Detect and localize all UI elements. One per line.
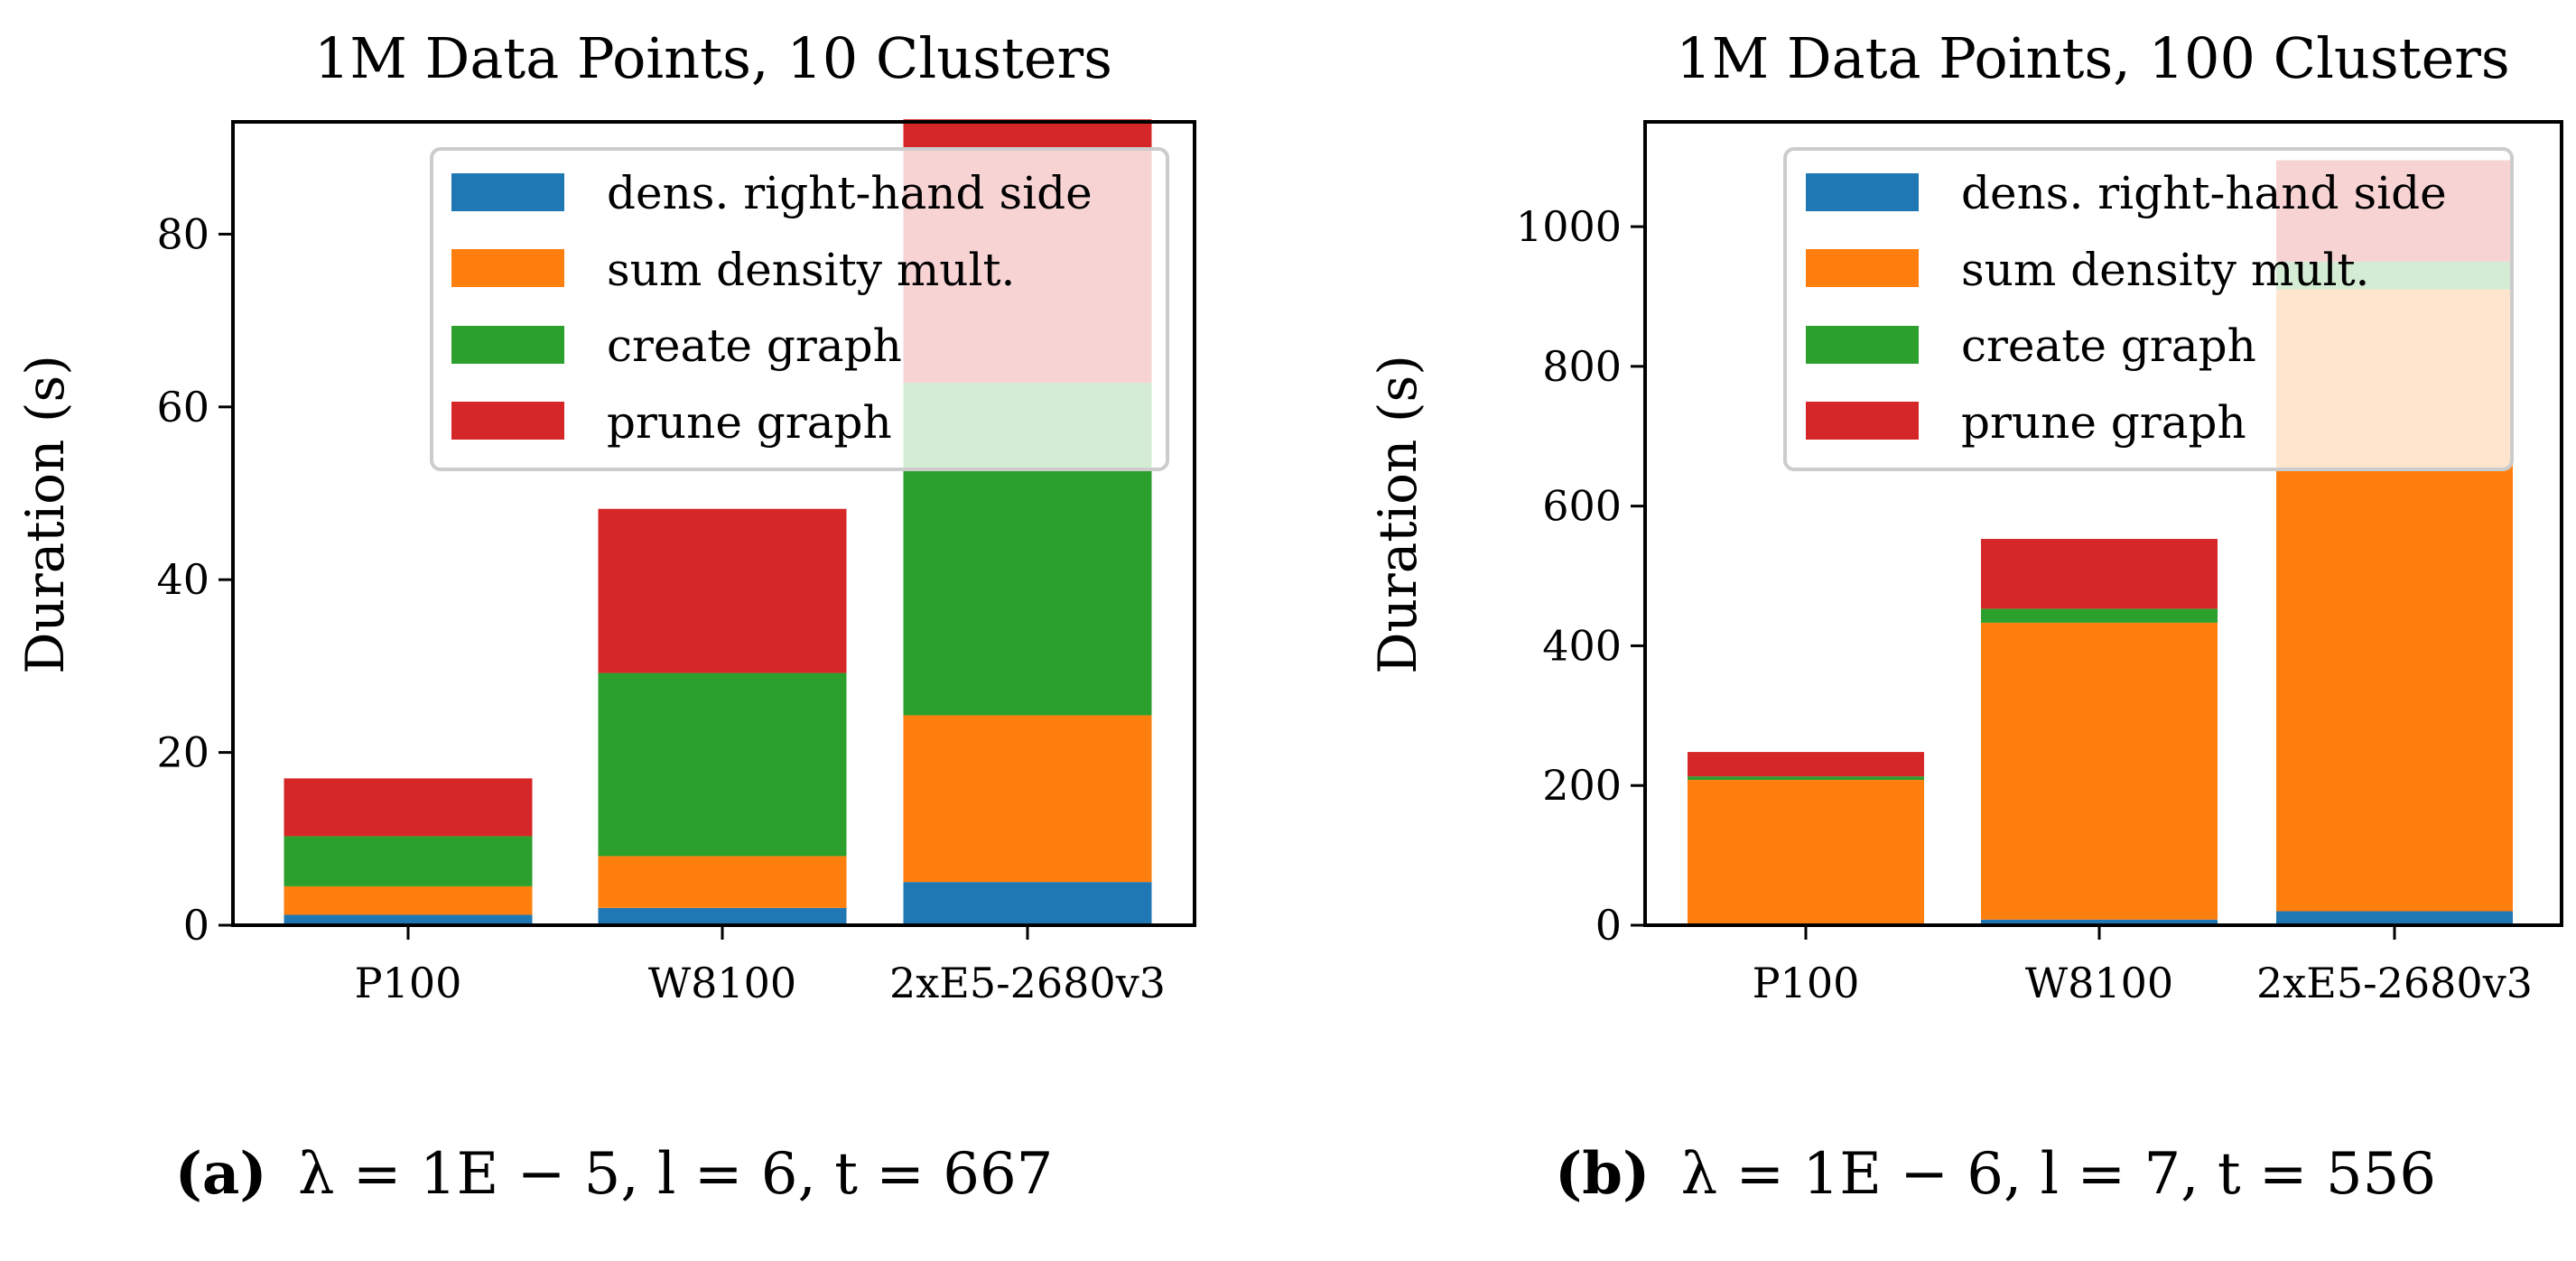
bar-segment-dens-rhs (903, 882, 1152, 925)
plot-frame (231, 120, 1196, 927)
legend-swatch-create-graph (1806, 326, 1919, 364)
legend: dens. right-hand side sum density mult. … (1783, 147, 2514, 471)
legend-label-sum-density: sum density mult. (1961, 244, 2369, 296)
bar-segment-sum-density (1981, 622, 2218, 920)
caption-label: (b) (1555, 1140, 1650, 1208)
caption-text: λ = 1E − 6, l = 7, t = 556 (1681, 1141, 2436, 1208)
legend-label-dens-rhs: dens. right-hand side (607, 167, 1093, 219)
bar-segment-sum-density (284, 885, 533, 915)
y-tick-label: 1000 (1516, 202, 1622, 251)
x-tick-label: W8100 (648, 959, 796, 1007)
legend-swatch-dens-rhs (1806, 173, 1919, 211)
y-tick-label: 40 (156, 555, 209, 604)
bar-segment-prune-graph (598, 508, 847, 673)
legend-swatch-sum-density (1806, 249, 1919, 287)
x-tick-label: 2xE5-2680v3 (2256, 959, 2533, 1007)
x-tick-label: W8100 (2025, 959, 2173, 1007)
bar-segment-sum-density (1688, 780, 1924, 924)
x-tick-label: 2xE5-2680v3 (889, 959, 1166, 1007)
y-tick-label: 800 (1542, 342, 1622, 391)
bar-segment-create-graph (598, 672, 847, 857)
chart-panel-b: 1M Data Points, 100 Clusters Duration (s… (1367, 25, 2563, 1208)
bar-segment-prune-graph (1981, 539, 2218, 609)
x-tick-label: P100 (355, 959, 462, 1007)
caption: (a) λ = 1E − 5, l = 6, t = 667 (175, 1140, 1054, 1208)
y-axis-label: Duration (s) (14, 355, 76, 674)
x-axis-ticks: P100 W8100 2xE5-2680v3 (1753, 925, 2533, 1007)
y-axis-ticks: 0 200 400 600 800 1000 (1516, 202, 1645, 950)
caption-label: (a) (175, 1140, 267, 1208)
y-tick-label: 0 (1595, 901, 1622, 950)
y-tick-label: 400 (1542, 621, 1622, 670)
legend-label-dens-rhs: dens. right-hand side (1961, 167, 2447, 219)
bar-segment-prune-graph (1688, 752, 1924, 777)
caption-text: λ = 1E − 5, l = 6, t = 667 (298, 1141, 1053, 1208)
y-axis-ticks: 0 20 40 60 80 (156, 209, 233, 950)
caption: (b) λ = 1E − 6, l = 7, t = 556 (1555, 1140, 2436, 1208)
bar-segment-sum-density (598, 856, 847, 908)
legend-box (1783, 147, 2514, 471)
legend-swatch-sum-density (451, 249, 564, 287)
chart-panel-a: 1M Data Points, 10 Clusters Duration (s)… (14, 25, 1196, 1208)
y-tick-label: 200 (1542, 761, 1622, 810)
y-tick-label: 20 (156, 728, 209, 777)
y-axis-label: Duration (s) (1367, 355, 1428, 674)
bar-segment-create-graph (1981, 608, 2218, 623)
plot-frame (1643, 120, 2563, 927)
bar-segment-dens-rhs (284, 914, 533, 925)
legend-swatch-prune-graph (451, 402, 564, 440)
legend-label-sum-density: sum density mult. (607, 244, 1015, 296)
bar-segment-sum-density (903, 715, 1152, 883)
bar-segment-dens-rhs (2276, 911, 2513, 925)
y-tick-label: 60 (156, 383, 209, 431)
bar-segment-dens-rhs (1981, 919, 2218, 925)
legend-label-create-graph: create graph (1961, 320, 2256, 372)
bar-segment-prune-graph (284, 778, 533, 837)
y-tick-label: 0 (183, 901, 209, 950)
legend: dens. right-hand side sum density mult. … (430, 147, 1169, 471)
legend-label-prune-graph: prune graph (1961, 396, 2246, 449)
legend-swatch-create-graph (451, 326, 564, 364)
chart-title: 1M Data Points, 100 Clusters (1676, 25, 2509, 91)
legend-swatch-dens-rhs (451, 173, 564, 211)
legend-label-prune-graph: prune graph (607, 396, 892, 449)
legend-box (430, 147, 1169, 471)
bar-segment-create-graph (1688, 776, 1924, 781)
legend-swatch-prune-graph (1806, 402, 1919, 440)
legend-label-create-graph: create graph (607, 320, 902, 372)
x-axis-ticks: P100 W8100 2xE5-2680v3 (355, 925, 1166, 1007)
x-tick-label: P100 (1753, 959, 1860, 1007)
bar-segment-dens-rhs (598, 907, 847, 925)
y-tick-label: 80 (156, 209, 209, 258)
chart-title: 1M Data Points, 10 Clusters (314, 25, 1112, 91)
y-tick-label: 600 (1542, 482, 1622, 531)
bar-segment-create-graph (284, 836, 533, 886)
